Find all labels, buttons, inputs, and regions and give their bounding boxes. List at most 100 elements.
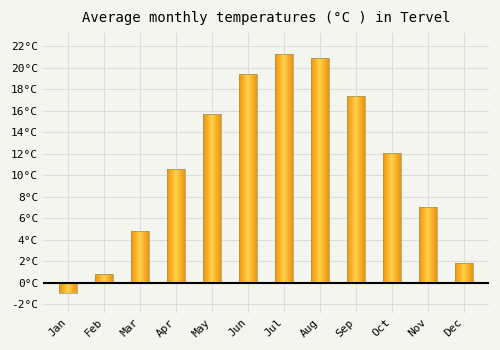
Bar	[175, 169, 176, 282]
Bar	[76, 282, 77, 293]
Bar	[312, 58, 314, 282]
Bar	[243, 74, 244, 282]
Bar	[170, 169, 171, 282]
Bar	[139, 231, 140, 282]
Bar	[454, 263, 472, 282]
Bar	[460, 263, 462, 282]
Bar	[95, 274, 96, 282]
Bar	[275, 54, 276, 282]
Bar	[251, 74, 252, 282]
Bar	[144, 231, 145, 282]
Bar	[241, 74, 242, 282]
Bar	[205, 114, 206, 282]
Bar	[421, 207, 422, 282]
Bar	[420, 207, 421, 282]
Bar	[428, 207, 429, 282]
Bar	[61, 282, 62, 293]
Bar	[424, 207, 425, 282]
Bar	[182, 169, 183, 282]
Bar	[465, 263, 466, 282]
Bar	[284, 54, 285, 282]
Bar	[184, 169, 185, 282]
Bar	[291, 54, 292, 282]
Bar	[98, 274, 100, 282]
Bar	[66, 282, 67, 293]
Bar	[70, 282, 71, 293]
Bar	[364, 96, 365, 282]
Bar	[396, 153, 397, 282]
Bar	[426, 207, 427, 282]
Bar	[167, 169, 185, 282]
Bar	[456, 263, 457, 282]
Bar	[59, 282, 60, 293]
Bar	[179, 169, 180, 282]
Bar	[275, 54, 293, 282]
Bar	[136, 231, 137, 282]
Bar	[137, 231, 138, 282]
Bar	[429, 207, 430, 282]
Bar	[454, 263, 456, 282]
Bar	[432, 207, 433, 282]
Bar	[256, 74, 257, 282]
Bar	[354, 96, 355, 282]
Bar	[419, 207, 436, 282]
Bar	[67, 282, 68, 293]
Bar	[72, 282, 73, 293]
Bar	[146, 231, 148, 282]
Bar	[206, 114, 207, 282]
Bar	[318, 58, 320, 282]
Bar	[430, 207, 431, 282]
Bar	[246, 74, 247, 282]
Bar	[435, 207, 436, 282]
Bar	[384, 153, 385, 282]
Bar	[431, 207, 432, 282]
Bar	[143, 231, 144, 282]
Bar	[469, 263, 470, 282]
Bar	[350, 96, 351, 282]
Bar	[214, 114, 215, 282]
Bar	[425, 207, 426, 282]
Bar	[100, 274, 101, 282]
Bar	[276, 54, 278, 282]
Bar	[398, 153, 399, 282]
Bar	[173, 169, 174, 282]
Bar	[470, 263, 471, 282]
Bar	[400, 153, 401, 282]
Bar	[391, 153, 392, 282]
Bar	[463, 263, 464, 282]
Bar	[286, 54, 287, 282]
Bar	[68, 282, 70, 293]
Bar	[292, 54, 293, 282]
Bar	[60, 282, 61, 293]
Bar	[218, 114, 219, 282]
Bar	[109, 274, 110, 282]
Bar	[63, 282, 64, 293]
Bar	[314, 58, 315, 282]
Bar	[59, 282, 77, 293]
Bar	[321, 58, 322, 282]
Bar	[363, 96, 364, 282]
Bar	[112, 274, 113, 282]
Bar	[457, 263, 458, 282]
Bar	[320, 58, 321, 282]
Bar	[145, 231, 146, 282]
Bar	[395, 153, 396, 282]
Bar	[287, 54, 288, 282]
Bar	[64, 282, 65, 293]
Bar	[171, 169, 172, 282]
Bar	[355, 96, 356, 282]
Bar	[393, 153, 394, 282]
Bar	[247, 74, 248, 282]
Bar	[255, 74, 256, 282]
Bar	[217, 114, 218, 282]
Bar	[178, 169, 179, 282]
Bar	[208, 114, 209, 282]
Bar	[311, 58, 329, 282]
Bar	[250, 74, 251, 282]
Bar	[97, 274, 98, 282]
Bar	[106, 274, 107, 282]
Bar	[134, 231, 136, 282]
Bar	[107, 274, 108, 282]
Bar	[347, 96, 365, 282]
Bar	[328, 58, 329, 282]
